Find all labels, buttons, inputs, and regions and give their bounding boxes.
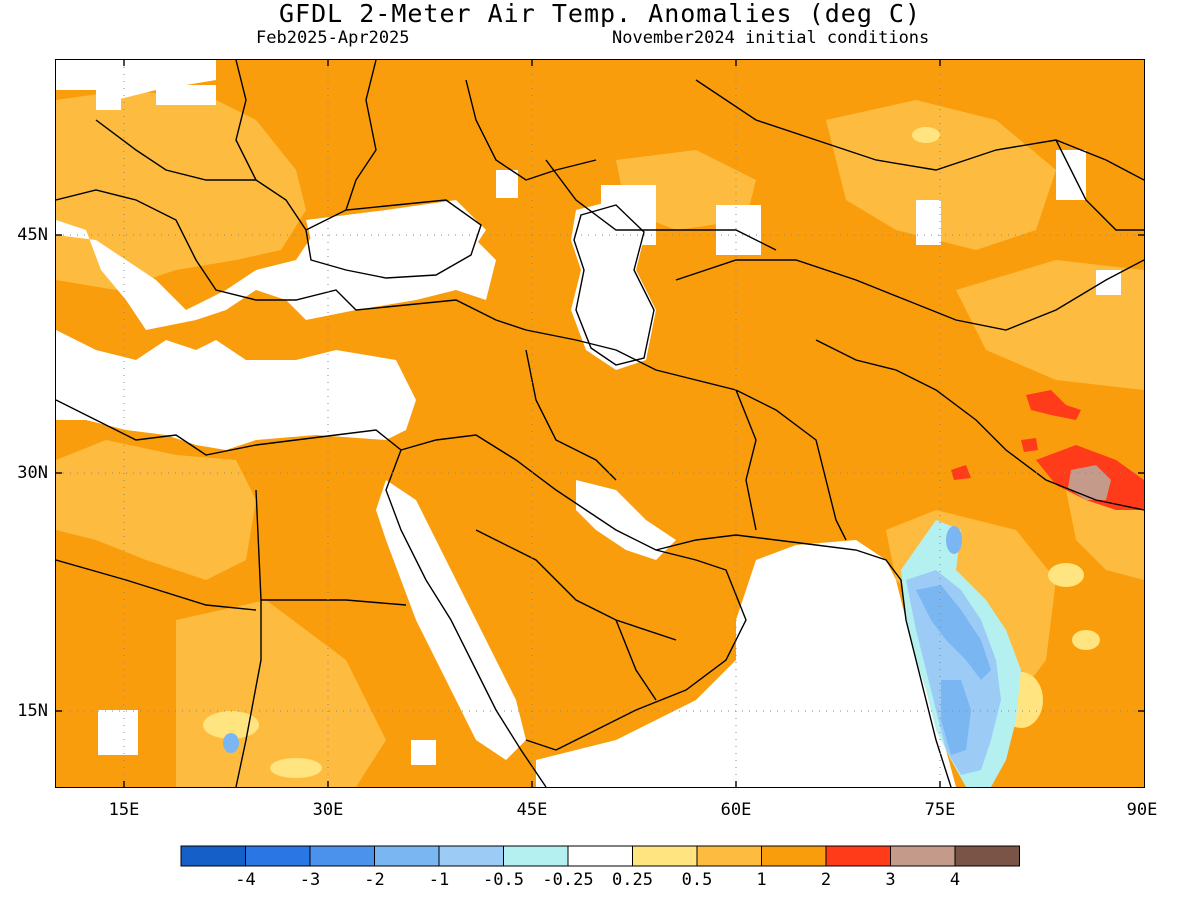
lon-tick-label: 45E [516,800,548,820]
colorbar-swatch [890,845,956,867]
lon-tick-label: 90E [1126,800,1158,820]
lon-tick-label: 60E [720,800,752,820]
negative-anomaly-india [223,520,1021,787]
colorbar-tick-label: 4 [949,870,961,890]
colorbar-swatch [438,845,504,867]
colorbar-swatch [374,845,440,867]
colorbar-tick-label: -1 [428,870,450,890]
colorbar-tick-label: 0.25 [612,870,653,890]
colorbar-tick-label: 0.5 [681,870,713,890]
colorbar-swatch [567,845,633,867]
lat-tick-label: 30N [17,463,48,483]
lat-tick-label: 15N [17,701,48,721]
axis-ticks [56,60,1144,787]
moderate-anomaly-areas [56,90,1144,787]
colorbar-swatch [245,845,311,867]
lon-tick-label: 75E [924,800,956,820]
colorbar-tick-label: -0.5 [483,870,524,890]
lat-tick-label: 45N [17,225,48,245]
colorbar-tick-label: 2 [820,870,832,890]
chart-title: GFDL 2-Meter Air Temp. Anomalies (deg C) [278,0,922,28]
colorbar-tick-label: -0.25 [542,870,594,890]
colorbar-swatch [825,845,891,867]
colorbar-tick-label: -3 [299,870,321,890]
colorbar-tick-label: 1 [756,870,767,890]
lon-tick-label: 15E [108,800,140,820]
colorbar-swatch [696,845,762,867]
country-boundaries [56,60,1144,787]
anomaly-map [55,59,1145,788]
colorbar-tick-label: -2 [364,870,385,890]
initial-conditions: November2024 initial conditions [612,28,930,48]
colorbar-swatch [309,845,375,867]
colorbar-tick-label: -4 [235,870,256,890]
colorbar-swatch [180,845,246,867]
lon-tick-label: 30E [312,800,344,820]
colorbar-swatch [632,845,698,867]
forecast-period: Feb2025-Apr2025 [256,28,410,48]
colorbar [180,845,1020,867]
colorbar-tick-label: 3 [885,870,896,890]
strong-anomaly-tibet [951,390,1144,510]
colorbar-swatch [503,845,569,867]
colorbar-swatch [954,845,1020,867]
colorbar-swatch [761,845,827,867]
